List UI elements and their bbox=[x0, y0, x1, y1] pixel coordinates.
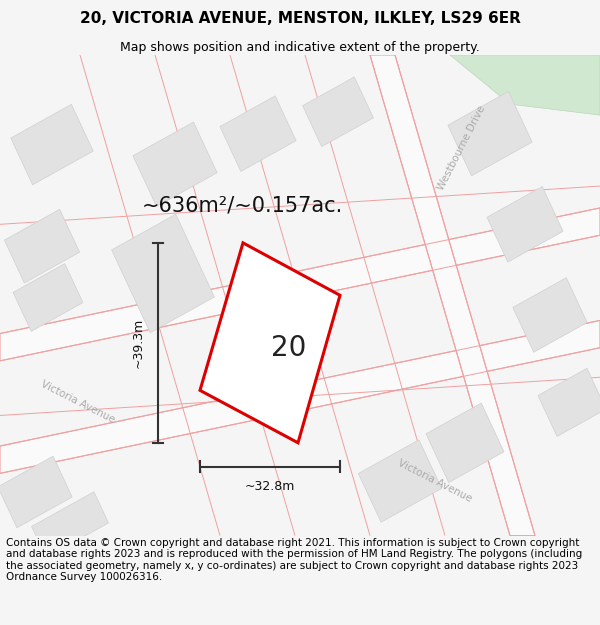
Polygon shape bbox=[0, 456, 72, 528]
Text: ~32.8m: ~32.8m bbox=[245, 480, 295, 493]
Polygon shape bbox=[32, 492, 109, 558]
Text: ~636m²/~0.157ac.: ~636m²/~0.157ac. bbox=[142, 196, 343, 216]
Polygon shape bbox=[302, 77, 373, 147]
Polygon shape bbox=[220, 96, 296, 171]
Polygon shape bbox=[450, 55, 600, 115]
Text: Map shows position and indicative extent of the property.: Map shows position and indicative extent… bbox=[120, 41, 480, 54]
Polygon shape bbox=[426, 403, 504, 482]
Text: ~39.3m: ~39.3m bbox=[131, 318, 145, 368]
Polygon shape bbox=[200, 243, 340, 442]
Polygon shape bbox=[133, 122, 217, 206]
Text: Victoria Avenue: Victoria Avenue bbox=[397, 458, 473, 504]
Polygon shape bbox=[11, 104, 93, 185]
Polygon shape bbox=[487, 186, 563, 262]
Text: Westbourne Drive: Westbourne Drive bbox=[436, 104, 488, 192]
Polygon shape bbox=[13, 264, 83, 331]
Text: 20, VICTORIA AVENUE, MENSTON, ILKLEY, LS29 6ER: 20, VICTORIA AVENUE, MENSTON, ILKLEY, LS… bbox=[80, 11, 520, 26]
Polygon shape bbox=[358, 440, 442, 522]
Polygon shape bbox=[0, 208, 600, 361]
Polygon shape bbox=[448, 91, 532, 176]
Polygon shape bbox=[0, 321, 600, 473]
Polygon shape bbox=[370, 55, 535, 536]
Text: Victoria Avenue: Victoria Avenue bbox=[40, 379, 116, 426]
Polygon shape bbox=[4, 209, 80, 283]
Text: Contains OS data © Crown copyright and database right 2021. This information is : Contains OS data © Crown copyright and d… bbox=[6, 538, 582, 582]
Polygon shape bbox=[513, 278, 587, 352]
Polygon shape bbox=[112, 214, 214, 332]
Text: 20: 20 bbox=[271, 334, 306, 362]
Polygon shape bbox=[538, 368, 600, 436]
